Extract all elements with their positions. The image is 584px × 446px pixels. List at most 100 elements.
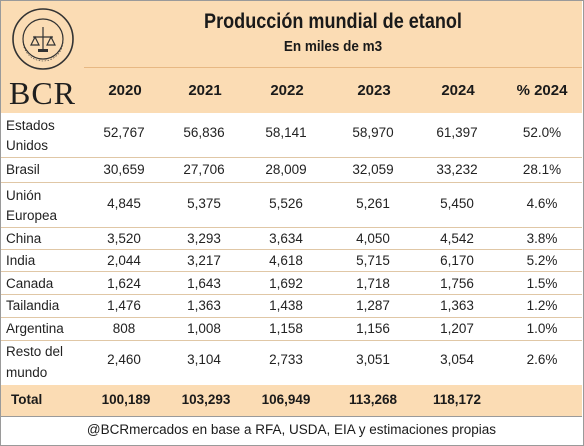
cell-value: 3,293 [187,231,221,246]
cell-value: 5,715 [356,253,390,268]
table-row: Brasil 30,659 27,706 28,009 32,059 33,23… [1,158,582,182]
cell-value: 4.6% [526,196,558,211]
cell-value: 3,520 [107,231,141,246]
cell-value: 5,375 [187,196,221,211]
cell-value: 1,207 [440,321,474,336]
cell-value: 4,618 [269,253,303,268]
row-label: Unidos [6,138,49,153]
bcr-logo-text: BCR [8,75,77,111]
footer-divider [1,416,582,417]
cell-value: 27,706 [183,162,225,177]
table-row: India 2,044 3,217 4,618 5,715 6,170 5.2% [1,250,582,271]
row-divider [1,249,582,250]
total-row: Total 100,189 103,293 106,949 113,268 11… [1,385,582,416]
row-divider [1,317,582,318]
row-label: India [6,253,36,268]
cell-value: 61,397 [436,125,478,140]
cell-value: 5.2% [526,253,558,268]
cell-value: 1.5% [526,276,558,291]
cell-value: 58,141 [265,125,307,140]
cell-value: 1.2% [526,298,558,313]
title-band: Producción mundial de etanol En miles de… [84,1,582,67]
cell-value: 28.1% [522,162,562,177]
table-row: Resto del mundo 2,460 3,104 2,733 3,051 … [1,341,582,384]
cell-value: 3,054 [440,352,474,367]
cell-value: 5,526 [269,196,303,211]
row-divider [1,340,582,341]
total-value: 106,949 [261,392,311,407]
cell-value: 4,542 [440,231,474,246]
cell-value: 2,733 [269,352,303,367]
cell-value: 52.0% [522,125,562,140]
cell-value: 28,009 [265,162,307,177]
cell-value: 32,059 [352,162,394,177]
table-row: Unión Europea 4,845 5,375 5,526 5,261 5,… [1,183,582,227]
cell-value: 1,438 [269,298,303,313]
row-label: Tailandia [6,298,60,313]
row-label: mundo [6,365,48,380]
col-header-2022: 2022 [270,82,304,99]
cell-value: 3,051 [356,352,390,367]
cell-value: 808 [112,321,136,336]
row-label: Unión [6,188,42,203]
cell-value: 1,008 [187,321,221,336]
row-divider [1,294,582,295]
cell-value: 1,756 [440,276,474,291]
table-header: 2020 2021 2022 2023 2024 % 2024 [84,68,582,113]
cell-value: 52,767 [103,125,145,140]
table-row: Estados Unidos 52,767 56,836 58,141 58,9… [1,114,582,157]
cell-value: 4,845 [107,196,141,211]
source-footer: @BCRmercados en base a RFA, USDA, EIA y … [86,422,497,437]
cell-value: 6,170 [440,253,474,268]
row-label: China [6,231,42,246]
bcr-seal-icon [12,8,74,70]
total-value: 113,268 [348,392,398,407]
table-row: China 3,520 3,293 3,634 4,050 4,542 3.8% [1,228,582,249]
cell-value: 30,659 [103,162,145,177]
logo-cell: BCR [1,1,84,113]
cell-value: 5,450 [440,196,474,211]
cell-value: 1,363 [440,298,474,313]
cell-value: 1,624 [107,276,141,291]
cell-value: 3.8% [526,231,558,246]
total-value: 100,189 [101,392,151,407]
row-label: Brasil [6,162,40,177]
cell-value: 2,460 [107,352,141,367]
row-divider [1,271,582,272]
cell-value: 1,158 [269,321,303,336]
row-divider [1,227,582,228]
row-label: Argentina [6,321,64,336]
table-row: Tailandia 1,476 1,363 1,438 1,287 1,363 … [1,295,582,317]
row-divider [1,157,582,158]
title-divider [84,67,582,68]
row-label: Canada [6,276,54,291]
total-value: 103,293 [181,392,231,407]
cell-value: 3,634 [269,231,303,246]
col-header-2024: 2024 [441,82,475,99]
cell-value: 2.6% [526,352,558,367]
col-header-pct-2024: % 2024 [516,82,568,99]
cell-value: 1.0% [526,321,558,336]
cell-value: 1,363 [187,298,221,313]
cell-value: 1,718 [356,276,390,291]
row-label: Resto del [6,344,64,359]
cell-value: 3,217 [187,253,221,268]
cell-value: 1,156 [356,321,390,336]
cell-value: 5,261 [356,196,390,211]
table-row: Argentina 808 1,008 1,158 1,156 1,207 1.… [1,318,582,340]
cell-value: 4,050 [356,231,390,246]
row-label: Estados [6,118,55,133]
cell-value: 3,104 [187,352,221,367]
cell-value: 1,643 [187,276,221,291]
total-value: 118,172 [432,392,482,407]
page-subtitle: En miles de m3 [283,38,383,55]
col-header-2021: 2021 [188,82,222,99]
cell-value: 1,287 [356,298,390,313]
cell-value: 56,836 [183,125,225,140]
cell-value: 1,692 [269,276,303,291]
cell-value: 33,232 [436,162,478,177]
cell-value: 2,044 [107,253,141,268]
cell-value: 1,476 [107,298,141,313]
total-label: Total [11,392,43,407]
cell-value: 58,970 [352,125,394,140]
